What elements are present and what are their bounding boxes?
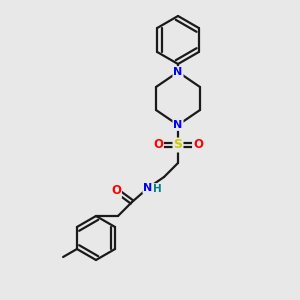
Text: O: O — [193, 139, 203, 152]
Text: N: N — [173, 120, 183, 130]
Text: H: H — [153, 184, 161, 194]
Text: O: O — [153, 139, 163, 152]
Text: N: N — [173, 67, 183, 77]
Text: N: N — [143, 183, 153, 193]
Text: S: S — [173, 139, 182, 152]
Text: O: O — [111, 184, 121, 197]
